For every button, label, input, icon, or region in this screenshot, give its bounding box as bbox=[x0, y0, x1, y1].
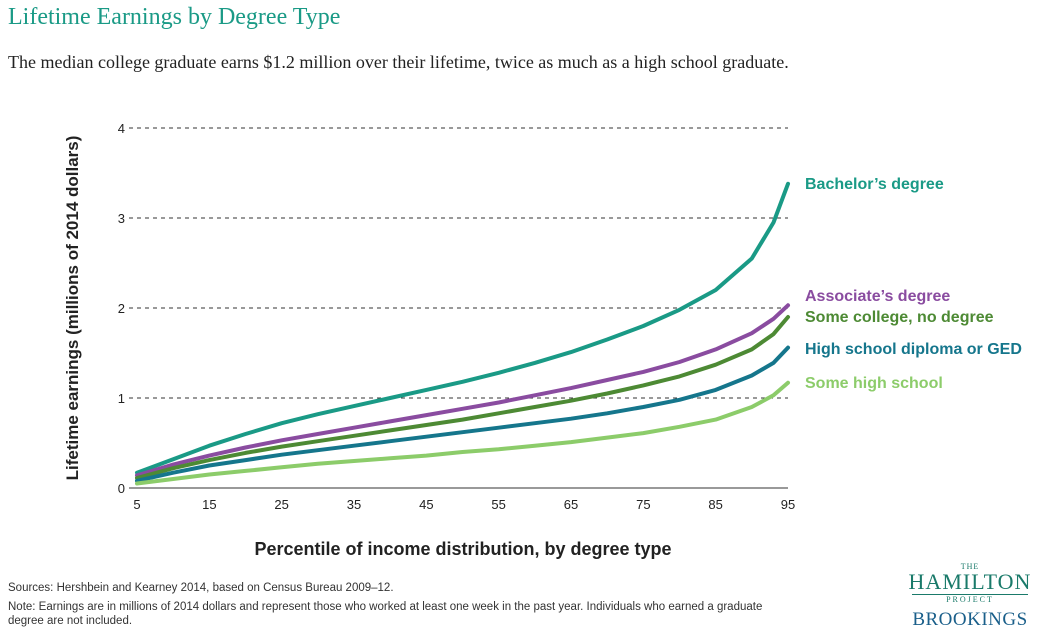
chart-title: Lifetime Earnings by Degree Type bbox=[8, 4, 341, 30]
y-tick-label: 0 bbox=[118, 481, 125, 496]
x-tick-label: 25 bbox=[274, 497, 288, 512]
y-tick-label: 1 bbox=[118, 391, 125, 406]
series-label-3: Some college, no degree bbox=[805, 309, 994, 326]
y-axis-label: Lifetime earnings (millions of 2014 doll… bbox=[63, 136, 82, 481]
note-text: Note: Earnings are in millions of 2014 d… bbox=[8, 601, 763, 627]
series-label-2: Associate’s degree bbox=[805, 288, 950, 305]
logo-hamilton: HAMILTON bbox=[908, 569, 1032, 594]
x-axis-label: Percentile of income distribution, by de… bbox=[254, 539, 671, 559]
x-tick-label: 75 bbox=[636, 497, 650, 512]
y-tick-label: 4 bbox=[118, 121, 125, 136]
series-label-1: Bachelor’s degree bbox=[805, 176, 944, 193]
x-tick-label: 95 bbox=[781, 497, 795, 512]
series-line-2 bbox=[135, 303, 790, 478]
y-tick-label: 2 bbox=[118, 301, 125, 316]
logo-project: PROJECT bbox=[912, 594, 1028, 605]
series-line-1 bbox=[135, 181, 790, 475]
series-line-5 bbox=[135, 380, 790, 486]
sources-text: Sources: Hershbein and Kearney 2014, bas… bbox=[8, 582, 394, 594]
chart-subtitle: The median college graduate earns $1.2 m… bbox=[8, 52, 789, 72]
series-label-4: High school diploma or GED bbox=[805, 341, 1022, 358]
x-tick-label: 5 bbox=[133, 497, 140, 512]
logo-brookings: BROOKINGS bbox=[912, 609, 1028, 630]
x-tick-label: 65 bbox=[564, 497, 578, 512]
x-tick-label: 35 bbox=[347, 497, 361, 512]
series-line-3 bbox=[135, 315, 790, 481]
hamilton-brookings-logo: THE HAMILTON PROJECT BROOKINGS bbox=[900, 562, 1040, 631]
y-tick-label: 3 bbox=[118, 211, 125, 226]
x-tick-label: 15 bbox=[202, 497, 216, 512]
x-tick-label: 45 bbox=[419, 497, 433, 512]
series-line-4 bbox=[135, 345, 790, 483]
logo-the: THE bbox=[960, 562, 980, 571]
series-label-5: Some high school bbox=[805, 375, 943, 392]
x-tick-label: 85 bbox=[708, 497, 722, 512]
x-tick-label: 55 bbox=[491, 497, 505, 512]
